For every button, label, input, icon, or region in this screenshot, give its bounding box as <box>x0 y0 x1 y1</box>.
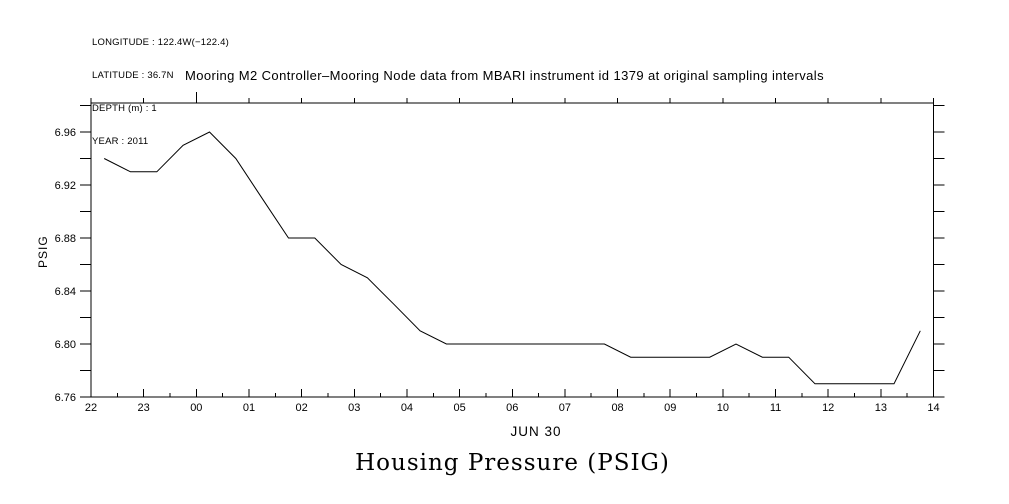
x-tick-label: 05 <box>453 402 465 414</box>
x-tick-label: 00 <box>190 402 202 414</box>
header-info: LONGITUDE : 122.4W(−122.4) LATITUDE : 36… <box>92 15 229 169</box>
header-depth: DEPTH (m) : 1 <box>92 103 157 114</box>
y-tick-label: 6.76 <box>55 392 76 404</box>
x-tick-label: 11 <box>770 402 781 414</box>
x-tick-label: 02 <box>296 402 308 414</box>
header-longitude: LONGITUDE : 122.4W(−122.4) <box>92 37 229 48</box>
x-tick-label: 09 <box>664 402 676 414</box>
y-axis-title: PSIG <box>36 235 50 268</box>
x-tick-label: 06 <box>506 402 518 414</box>
x-axis-date-label: JUN 30 <box>510 424 562 439</box>
bottom-title: Housing Pressure (PSIG) <box>355 450 670 476</box>
x-tick-label: 22 <box>85 402 97 414</box>
x-tick-label: 03 <box>348 402 360 414</box>
y-tick-label: 6.80 <box>55 339 76 351</box>
plot-title: Mooring M2 Controller–Mooring Node data … <box>185 68 824 83</box>
header-latitude: LATITUDE : 36.7N <box>92 70 174 81</box>
y-tick-label: 6.92 <box>55 180 76 192</box>
x-tick-label: 07 <box>559 402 571 414</box>
x-tick-label: 14 <box>927 402 939 414</box>
x-tick-label: 23 <box>138 402 150 414</box>
y-tick-label: 6.96 <box>55 127 76 139</box>
x-tick-label: 01 <box>243 402 255 414</box>
header-year: YEAR : 2011 <box>92 136 149 147</box>
plot-frame <box>90 102 934 398</box>
data-line <box>103 131 921 385</box>
y-tick-label: 6.84 <box>55 286 76 298</box>
x-tick-label: 12 <box>822 402 834 414</box>
y-tick-label: 6.88 <box>55 233 76 245</box>
x-tick-label: 10 <box>717 402 729 414</box>
x-tick-label: 08 <box>611 402 623 414</box>
x-tick-label: 13 <box>875 402 887 414</box>
x-tick-label: 04 <box>401 402 413 414</box>
